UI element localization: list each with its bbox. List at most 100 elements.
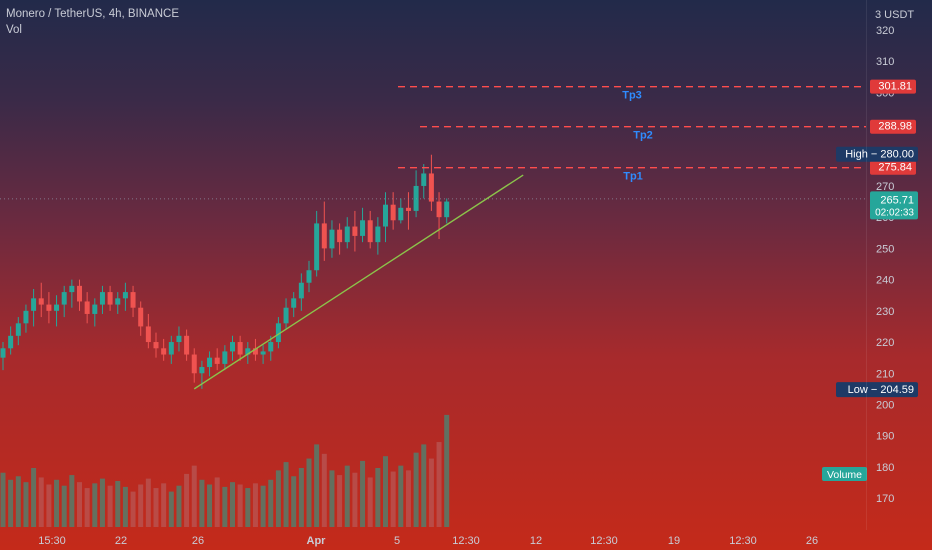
candle-body [69, 285, 75, 293]
x-axis-tick: Apr [307, 535, 327, 547]
volume-bar [161, 483, 167, 527]
tp1-price-badge-bg [870, 160, 916, 175]
y-axis-tick: 320 [876, 25, 894, 37]
high-label: High − 280.00 [845, 149, 914, 161]
volume-bar [153, 488, 159, 527]
volume-bar [92, 483, 98, 527]
candle-body [405, 207, 411, 211]
candle-body [122, 292, 128, 299]
tp3-price-badge-bg [870, 79, 916, 94]
candle-body [298, 282, 304, 299]
volume-bar [199, 479, 205, 527]
volume-bar [436, 442, 442, 527]
candle-body [337, 229, 343, 243]
volume-bar [168, 491, 174, 527]
y-axis-tick: 230 [876, 306, 894, 318]
volume-bar [283, 462, 289, 527]
volume-bar [207, 484, 213, 527]
candle-body [168, 342, 174, 355]
volume-bar [252, 483, 258, 527]
volume-indicator-label[interactable]: Vol [6, 24, 22, 36]
candle-body [428, 173, 434, 202]
volume-bar [130, 491, 136, 527]
x-axis-tick: 19 [668, 535, 680, 547]
volume-bar [145, 478, 151, 527]
volume-bar [23, 482, 29, 527]
candle-body [321, 223, 327, 249]
candle-body [352, 226, 358, 236]
trend-line [193, 174, 524, 390]
candle-body [214, 357, 220, 364]
low-label-bg [836, 382, 918, 398]
candle-body [0, 348, 6, 358]
volume-bar [38, 477, 44, 527]
candle-body [367, 220, 373, 243]
candle-body [421, 173, 427, 186]
volume-bar [405, 470, 411, 527]
candle-body [314, 223, 320, 271]
candle-body [245, 348, 251, 355]
x-axis-tick: 26 [806, 535, 818, 547]
candle-body [145, 326, 151, 343]
x-axis-tick: 12:30 [729, 535, 757, 547]
candle-body [306, 270, 312, 283]
bar-countdown: 02:02:33 [875, 207, 914, 218]
tp3-price-badge: 301.81 [878, 81, 912, 93]
volume-bar [184, 473, 190, 527]
candle-body [398, 207, 404, 221]
volume-bar [54, 479, 60, 527]
volume-bar [260, 485, 266, 527]
volume-bar [122, 486, 128, 527]
candle-body [191, 354, 197, 374]
volume-bar [275, 470, 281, 527]
candle-body [275, 323, 281, 343]
volume-bar [352, 472, 358, 527]
volume-bar [46, 484, 52, 527]
x-axis-tick: 5 [394, 535, 400, 547]
tp1-price-badge: 275.84 [878, 162, 912, 174]
candle-body [222, 351, 228, 364]
volume-bar [115, 480, 121, 527]
candle-body [54, 304, 60, 311]
x-axis-tick: 12:30 [452, 535, 480, 547]
symbol-title[interactable]: Monero / TetherUS, 4h, BINANCE [6, 8, 179, 20]
candle-body [107, 292, 113, 305]
y-axis-tick: 250 [876, 243, 894, 255]
volume-bar [191, 465, 197, 527]
candle-body [115, 298, 121, 305]
volume-badge: Volume [827, 469, 862, 481]
volume-bar [107, 485, 113, 527]
candle-body [8, 335, 14, 349]
candle-body [77, 285, 82, 302]
y-axis-tick: 170 [876, 493, 894, 505]
volume-bar [306, 458, 312, 527]
candle-body [92, 304, 98, 314]
x-axis-tick: 26 [192, 535, 204, 547]
candle-body [413, 185, 419, 211]
volume-bar [375, 468, 381, 527]
volume-bar [69, 475, 75, 527]
candle-body [268, 342, 274, 352]
volume-bar [245, 488, 251, 527]
candle-body [260, 351, 266, 355]
candle-body [138, 307, 144, 327]
volume-bar [421, 444, 427, 527]
candle-body [207, 357, 213, 368]
volume-bar [291, 476, 297, 527]
candle-body [344, 226, 350, 243]
y-axis-tick: 270 [876, 181, 894, 193]
candle-body [130, 292, 136, 308]
candle-body [15, 323, 21, 336]
candle-body [46, 304, 52, 311]
candle-body [199, 367, 205, 374]
candle-body [360, 220, 366, 236]
candle-body [291, 298, 297, 308]
y-axis-tick: 220 [876, 337, 894, 349]
volume-bar [77, 482, 82, 527]
y-axis-tick: 200 [876, 399, 894, 411]
volume-bar [176, 485, 182, 527]
volume-bar [84, 488, 90, 527]
volume-bar [298, 468, 304, 527]
candle-body [283, 307, 289, 324]
